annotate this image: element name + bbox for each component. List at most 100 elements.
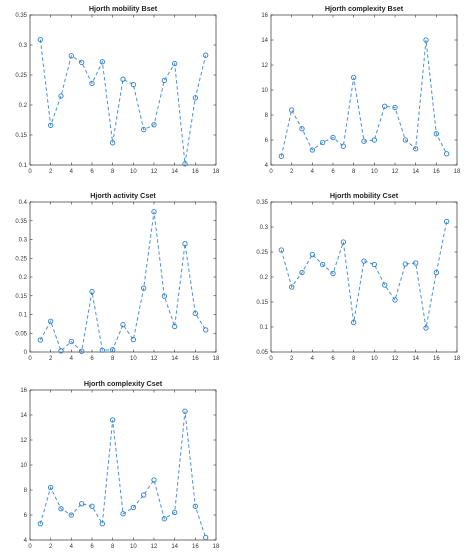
x-tick-label: 0 [28, 544, 32, 550]
y-tick-label: 0.15 [256, 300, 268, 306]
y-tick-label: 0.3 [260, 225, 269, 231]
chart-panel-1: Hjorth mobility Bset 0 2 4 6 8 10 12 14 16 18 0.1 0.… [15, 4, 220, 175]
data-point [110, 140, 116, 146]
y-tick-label: 10 [20, 463, 27, 469]
y-tick-label: 14 [20, 413, 27, 419]
data-point [68, 53, 74, 59]
data-point [433, 131, 439, 137]
x-tick-label: 8 [352, 169, 356, 175]
data-point [330, 134, 336, 141]
y-tick-label: 12 [20, 438, 27, 444]
data-point [130, 336, 136, 343]
x-tick-label: 6 [331, 356, 335, 362]
data-point [433, 269, 439, 276]
x-tick-label: 2 [49, 356, 53, 362]
data-point [203, 534, 209, 541]
data-point [361, 258, 367, 264]
data-point [141, 285, 147, 291]
y-tick-label: 12 [261, 63, 268, 69]
chart-title: Hjorth mobility Bset [89, 4, 158, 13]
y-tick-label: 0.05 [15, 331, 27, 337]
x-tick-label: 14 [412, 169, 419, 175]
x-tick-label: 14 [171, 544, 178, 550]
x-tick-label: 8 [352, 356, 356, 362]
plot-area [29, 389, 217, 541]
data-point [278, 153, 284, 159]
data-point [299, 269, 305, 276]
data-point [89, 80, 95, 87]
y-tick-label: 4 [24, 538, 28, 544]
x-tick-label: 8 [111, 169, 115, 175]
data-point [172, 323, 178, 330]
x-tick-label: 12 [392, 356, 399, 362]
data-point [79, 348, 85, 354]
y-tick-label: 0.25 [15, 73, 27, 79]
chart-panel-4: Hjorth mobility Cset 0 2 4 6 8 10 12 14 16 18 0.05 0… [256, 191, 461, 362]
data-point [371, 137, 377, 143]
y-tick-label: 0.25 [15, 256, 27, 262]
data-point [151, 477, 157, 483]
x-tick-label: 6 [90, 169, 94, 175]
data-point [309, 147, 315, 153]
x-tick-label: 4 [70, 356, 74, 362]
data-point [320, 261, 326, 268]
x-tick-label: 0 [28, 356, 32, 362]
data-point [371, 261, 377, 268]
x-tick-label: 8 [111, 544, 115, 550]
x-tick-label: 18 [213, 356, 220, 362]
series-line [280, 39, 448, 157]
x-tick-label: 10 [130, 356, 137, 362]
x-tick-label: 4 [311, 356, 315, 362]
chart-title: Hjorth activity Cset [90, 191, 156, 200]
y-tick-label: 0 [24, 350, 28, 356]
x-tick-label: 8 [111, 356, 115, 362]
data-point [444, 218, 450, 225]
data-point [172, 509, 178, 516]
data-point [444, 151, 450, 157]
chart-panel-2: Hjorth complexity Bset 0 2 4 6 8 10 12 14 16 18 4 6 8… [261, 4, 461, 175]
data-point [413, 260, 419, 266]
data-point [120, 511, 126, 517]
data-point [141, 492, 147, 498]
data-point [361, 138, 367, 144]
x-tick-label: 16 [192, 356, 199, 362]
x-tick-label: 4 [311, 169, 315, 175]
plot-area [29, 201, 217, 353]
x-tick-label: 12 [151, 544, 158, 550]
data-point [68, 338, 74, 345]
y-tick-label: 0.3 [19, 43, 28, 49]
data-point [289, 284, 295, 290]
x-tick-label: 18 [454, 356, 461, 362]
chart-title: Hjorth mobility Cset [330, 191, 399, 200]
data-point [48, 484, 54, 491]
y-tick-label: 0.1 [19, 313, 28, 319]
x-tick-label: 4 [70, 169, 74, 175]
x-tick-label: 2 [49, 169, 53, 175]
data-point [340, 143, 346, 149]
x-tick-label: 4 [70, 544, 74, 550]
x-tick-label: 10 [371, 356, 378, 362]
data-point [161, 516, 167, 522]
data-point [151, 209, 157, 215]
chart-panel-3: Hjorth activity Cset 0 2 4 6 8 10 12 14 16 18 0 0.05… [15, 191, 220, 362]
data-point [382, 282, 388, 288]
plot-area [29, 14, 217, 166]
data-point [99, 521, 105, 527]
y-tick-label: 4 [265, 163, 269, 169]
data-point [392, 104, 398, 111]
y-tick-label: 0.35 [256, 200, 268, 206]
x-tick-label: 14 [412, 356, 419, 362]
data-point [330, 270, 336, 277]
data-point [182, 408, 188, 414]
data-point [58, 506, 64, 512]
y-tick-label: 14 [261, 38, 268, 44]
x-tick-label: 16 [433, 169, 440, 175]
data-point [351, 319, 357, 326]
data-point [382, 103, 388, 109]
y-tick-label: 8 [265, 113, 269, 119]
data-point [79, 501, 85, 507]
data-point [99, 347, 105, 353]
chart-panel-5: Hjorth complexity Cset 0 2 4 6 8 10 12 14 16 18 4 6 8… [20, 379, 220, 550]
x-tick-label: 2 [290, 169, 294, 175]
